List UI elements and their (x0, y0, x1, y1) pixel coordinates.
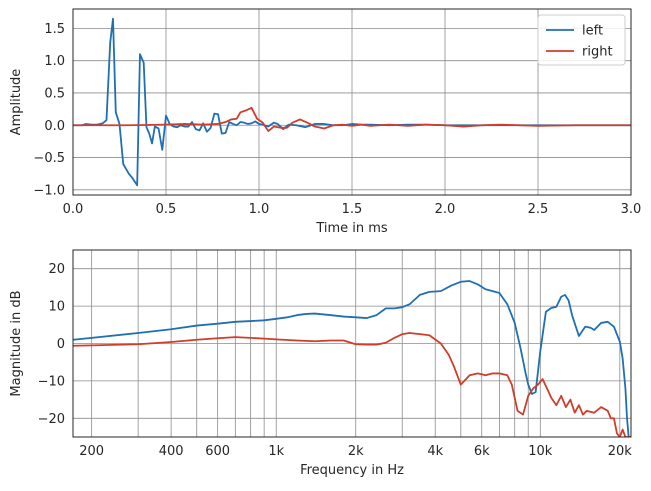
chart-2-x-tick-label: 1k (268, 444, 284, 459)
chart-2-series-left-line (73, 280, 631, 437)
chart-1-series-right-line (73, 106, 631, 132)
chart-1-x-axis-label: Time in ms (315, 221, 388, 236)
chart-1-y-tick-label: −1.0 (33, 183, 65, 198)
chart-2-series-right-line (73, 332, 631, 437)
chart-2-y-axis-label: Magnitude in dB (9, 290, 24, 396)
chart-2-y-tick-label: 20 (48, 262, 65, 277)
chart-2-x-tick-label: 400 (159, 444, 184, 459)
chart-1-y-tick-label: 0.0 (44, 119, 65, 134)
chart-2-x-axis-label: Frequency in Hz (300, 463, 404, 478)
chart-2-frame (72, 249, 632, 438)
chart-1-frame (72, 8, 632, 196)
chart-1-y-tick-label: 0.5 (44, 86, 65, 101)
chart-1-legend-label-left: left (582, 24, 603, 39)
chart-1-legend: left right (537, 14, 626, 66)
chart-1-x-tick-label: 2.5 (528, 202, 549, 217)
chart-1-x-tick-label: 3.0 (621, 202, 642, 217)
chart-2-y-tick-label: 10 (48, 300, 65, 315)
chart-1-x-tick-label: 1.5 (342, 202, 363, 217)
chart-1-y-tick-label: −0.5 (33, 151, 65, 166)
chart-2-x-tick-label: 600 (205, 444, 230, 459)
chart-2-series-group (73, 280, 631, 437)
chart-1-legend-label-right: right (582, 45, 613, 60)
chart-2-y-tick-label: −20 (38, 412, 65, 427)
chart-2-x-tick-label: 6k (474, 444, 490, 459)
chart-2: 200 400 600 1k 2k 4k 6k 10k 20k −20 −10 0 10 20 Freque… (9, 249, 633, 478)
chart-2-x-tick-label: 4k (427, 444, 443, 459)
chart-1-y-tick-label: 1.5 (44, 22, 65, 37)
chart-1-y-axis-label: Amplitude (9, 69, 24, 136)
chart-2-x-tick-label: 2k (348, 444, 364, 459)
chart-1: 0.0 0.5 1.0 1.5 2.0 2.5 3.0 −1.0 −0.5 0.0 0.5 1.0 1.… (9, 8, 642, 236)
chart-1-series-group (73, 17, 631, 187)
chart-1-x-tick-label: 2.0 (435, 202, 456, 217)
chart-2-x-tick-label: 200 (79, 444, 104, 459)
chart-1-legend-box (537, 14, 626, 66)
chart-1-y-tick-label: 1.0 (44, 54, 65, 69)
chart-2-x-tick-label: 10k (528, 444, 553, 459)
chart-2-y-tick-label: 0 (57, 337, 65, 352)
chart-2-x-tick-label: 20k (608, 444, 633, 459)
chart-1-x-tick-label: 0.5 (156, 202, 177, 217)
chart-1-x-tick-label: 0.0 (63, 202, 84, 217)
chart-1-x-tick-label: 1.0 (249, 202, 270, 217)
chart-2-y-tick-label: −10 (38, 374, 65, 389)
